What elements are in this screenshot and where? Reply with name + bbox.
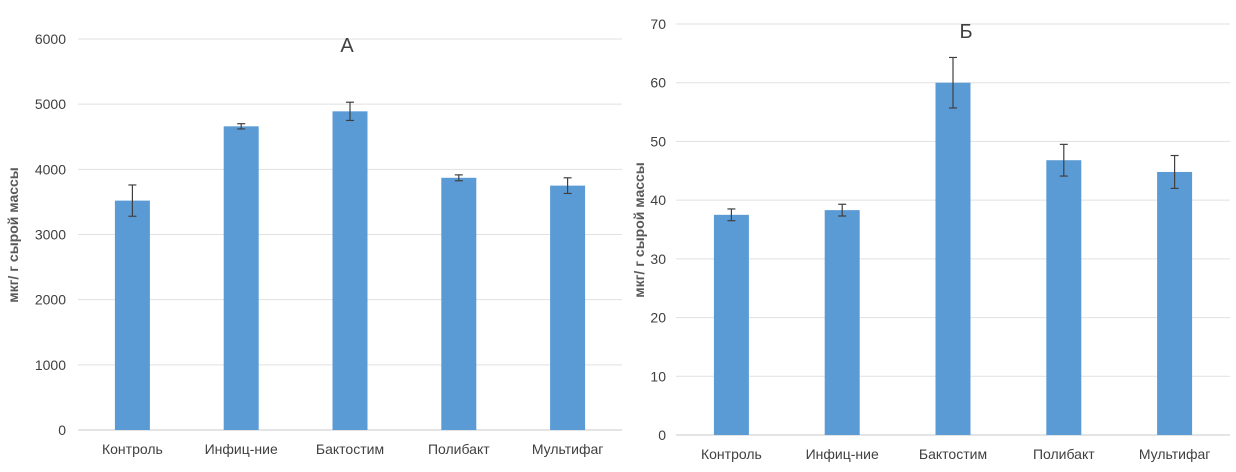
y-tick-labels: 0 10 20 30 40 50 60 70 [650, 16, 666, 443]
x-tick-label: Полибакт [428, 441, 490, 457]
x-tick-labels: Контроль Инфиц-ние Бактостим Полибакт Мульти… [102, 441, 603, 457]
bars [713, 82, 1193, 435]
x-tick-label: Бактостим [919, 446, 987, 462]
y-tick-label: 0 [58, 422, 66, 438]
y-tick-label: 70 [650, 16, 666, 32]
bar [550, 185, 586, 430]
y-tick-label: 10 [650, 368, 666, 384]
x-tick-label: Полибакт [1033, 446, 1095, 462]
x-tick-labels: Контроль Инфиц-ние Бактостим Полибакт Мульти… [701, 446, 1210, 462]
y-axis-label: мкг/ г сырой массы [5, 167, 21, 303]
y-tick-label: 60 [650, 75, 666, 91]
y-tick-label: 50 [650, 133, 666, 149]
y-tick-label: 5000 [35, 96, 66, 112]
error-bars [727, 56, 1179, 222]
y-tick-label: 2000 [35, 292, 66, 308]
bar [1157, 171, 1193, 435]
y-tick-label: 20 [650, 310, 666, 326]
x-tick-label: Контроль [102, 441, 163, 457]
x-tick-label: Мультифаг [1139, 446, 1211, 462]
bars [114, 111, 586, 431]
error-bars [128, 101, 572, 217]
y-tick-label: 1000 [35, 357, 66, 373]
bar [114, 200, 150, 430]
bar [441, 177, 477, 430]
x-tick-label: Мультифаг [532, 441, 604, 457]
y-tick-label: 40 [650, 192, 666, 208]
y-tick-label: 30 [650, 251, 666, 267]
y-tick-label: 4000 [35, 161, 66, 177]
bar [935, 82, 971, 435]
chart-panel-a: 0 1000 2000 3000 4000 5000 6000 Контроль Инфиц-… [5, 31, 622, 457]
bar [223, 126, 259, 430]
y-tick-label: 6000 [35, 31, 66, 47]
bar [332, 111, 368, 431]
y-axis-label: мкг/ г сырой массы [631, 162, 647, 298]
y-tick-label: 0 [658, 427, 666, 443]
bar [1046, 160, 1082, 435]
chart-panel-b: 0 10 20 30 40 50 60 70 Контроль Инфиц-ние Бактост… [631, 16, 1230, 462]
x-tick-label: Бактостим [316, 441, 384, 457]
x-tick-label: Контроль [701, 446, 762, 462]
y-tick-labels: 0 1000 2000 3000 4000 5000 6000 [35, 31, 66, 438]
bar [713, 214, 749, 435]
chart-title: Б [959, 21, 972, 43]
chart-title: А [340, 35, 354, 57]
y-tick-label: 3000 [35, 227, 66, 243]
x-tick-label: Инфиц-ние [806, 446, 879, 462]
x-tick-label: Инфиц-ние [205, 441, 278, 457]
bar [824, 210, 860, 435]
